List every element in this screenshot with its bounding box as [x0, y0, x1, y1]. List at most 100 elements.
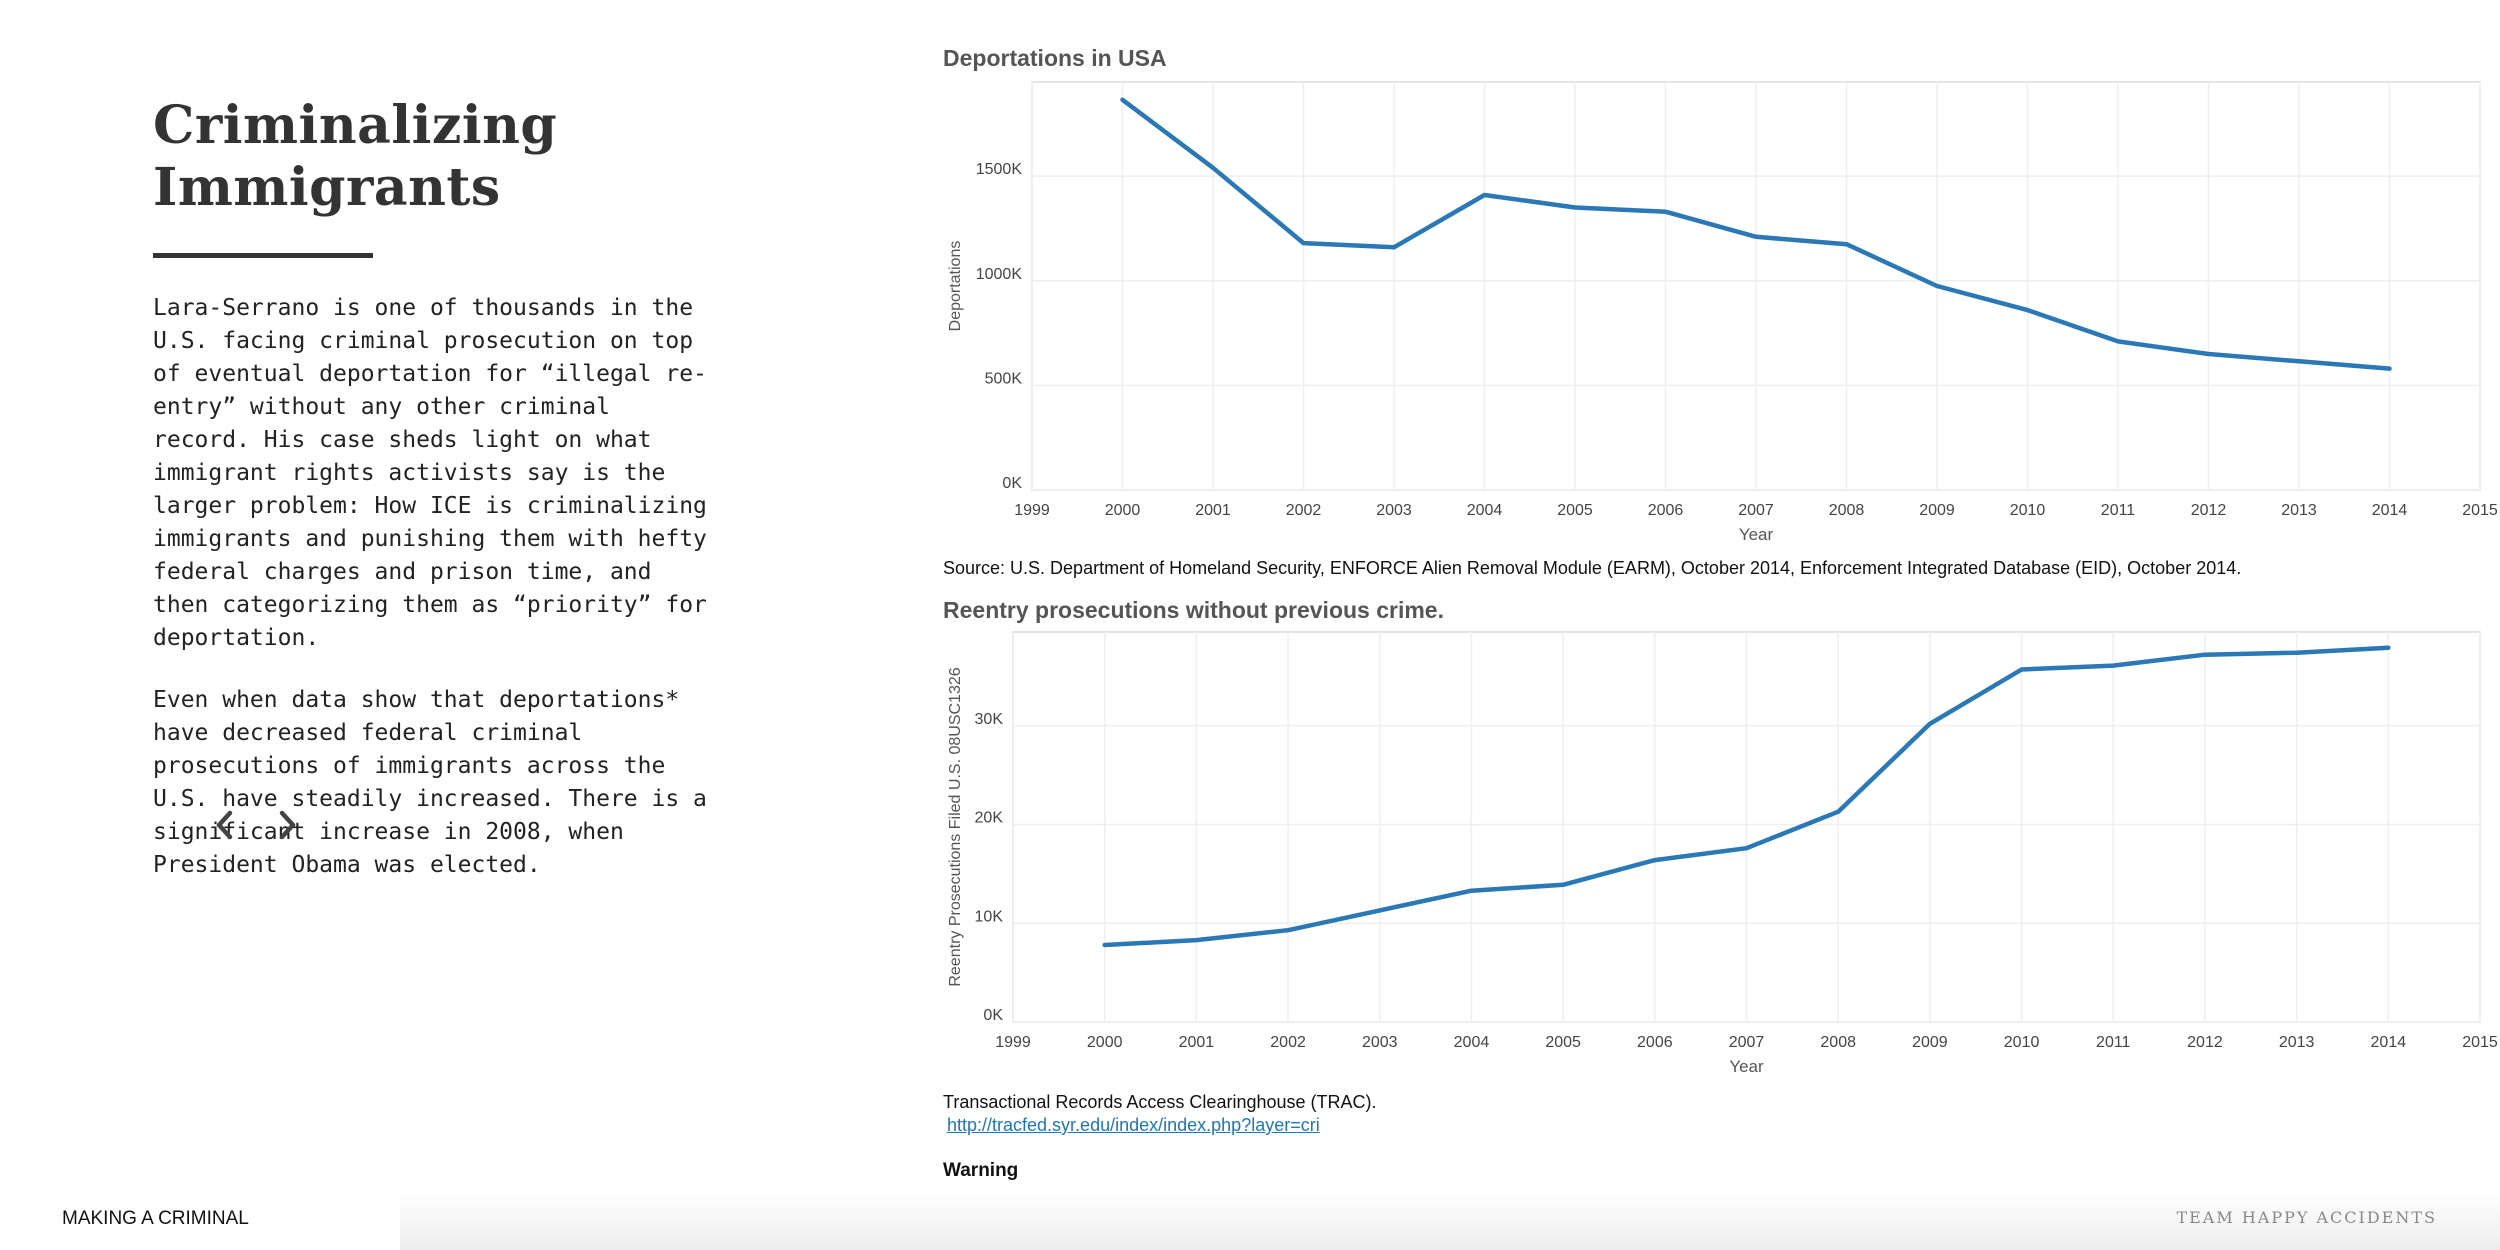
x-tick-label: 2000 — [1105, 502, 1141, 519]
data-point — [2202, 652, 2207, 657]
x-tick-label: 2009 — [1912, 1034, 1948, 1051]
data-point — [1120, 97, 1125, 102]
chart-2-source: Transactional Records Access Clearinghou… — [943, 1092, 1377, 1112]
data-point — [1927, 721, 1932, 726]
data-point — [1392, 245, 1396, 250]
data-point — [1286, 928, 1291, 933]
data-point — [2019, 667, 2024, 672]
x-tick-label: 2011 — [2101, 502, 2136, 519]
footer-shadow — [400, 1190, 2500, 1250]
x-tick-label: 2006 — [1648, 502, 1684, 519]
x-tick-label: 1999 — [995, 1034, 1031, 1051]
x-axis-title: Year — [1739, 525, 1774, 544]
x-tick-label: 2013 — [2279, 1034, 2315, 1051]
next-button[interactable] — [267, 805, 307, 845]
data-point — [2386, 645, 2391, 650]
data-point — [2111, 663, 2116, 668]
y-tick-label: 1500K — [976, 161, 1023, 178]
x-tick-label: 2009 — [1919, 502, 1955, 519]
x-tick-label: 1999 — [1014, 502, 1050, 519]
x-tick-label: 2001 — [1179, 1034, 1215, 1051]
data-point — [1102, 942, 1107, 947]
data-point — [1836, 809, 1841, 814]
chevron-right-icon — [279, 810, 296, 840]
data-point — [1744, 846, 1749, 851]
deportations-chart: 1999 2000 2001 2002 2003 2004 2005 2006 2007 2008… — [947, 81, 2498, 544]
x-tick-label: 2005 — [1557, 502, 1593, 519]
data-point — [1844, 242, 1849, 247]
data-point — [1377, 908, 1382, 913]
chart-1-source: Source: U.S. Department of Homeland Secu… — [943, 558, 2242, 578]
paragraph-2: Even when data show that deportations* h… — [153, 687, 707, 878]
x-tick-label: 2012 — [2187, 1034, 2223, 1051]
x-tick-label: 2015 — [2462, 1034, 2498, 1051]
x-tick-label: 2010 — [2010, 502, 2046, 519]
y-axis-title: Deportations — [947, 241, 964, 332]
chevron-left-icon — [216, 810, 233, 840]
x-tick-label: 2012 — [2191, 502, 2227, 519]
x-tick-label: 2013 — [2281, 502, 2317, 519]
x-tick-label: 2008 — [1829, 502, 1865, 519]
data-point — [1194, 938, 1199, 943]
data-point — [1482, 192, 1487, 197]
x-tick-label: 2011 — [2096, 1034, 2131, 1051]
x-tick-label: 2000 — [1087, 1034, 1123, 1051]
x-tick-label: 2001 — [1195, 502, 1231, 519]
data-point — [1301, 241, 1306, 246]
site-name[interactable]: MAKING A CRIMINAL — [62, 1208, 249, 1229]
x-tick-label: 2014 — [2371, 1034, 2407, 1051]
data-point — [2387, 366, 2392, 371]
x-tick-label: 2002 — [1270, 1034, 1306, 1051]
title-line-1: Criminalizing — [153, 95, 558, 156]
x-tick-label: 2015 — [2462, 502, 2498, 519]
slide-navigation — [205, 805, 307, 845]
x-tick-label: 2003 — [1376, 502, 1412, 519]
x-tick-label: 2010 — [2004, 1034, 2040, 1051]
x-axis-title: Year — [1729, 1057, 1764, 1076]
x-tick-label: 2007 — [1738, 502, 1774, 519]
y-tick-label: 500K — [985, 370, 1023, 387]
data-point — [1935, 284, 1939, 288]
x-tick-label: 2005 — [1545, 1034, 1581, 1051]
data-point — [1211, 165, 1215, 170]
title-line-2: Immigrants — [153, 157, 501, 218]
data-point — [2116, 339, 2120, 344]
data-point — [2025, 308, 2030, 313]
prev-button[interactable] — [205, 805, 245, 845]
data-point — [2297, 359, 2301, 364]
x-tick-label: 2014 — [2372, 502, 2408, 519]
x-tick-label: 2002 — [1286, 502, 1322, 519]
x-tick-label: 2007 — [1729, 1034, 1765, 1051]
team-credit: TEAM HAPPY ACCIDENTS — [2176, 1208, 2437, 1227]
data-point — [1652, 858, 1657, 863]
x-tick-label: 2004 — [1454, 1034, 1490, 1051]
data-point — [2206, 352, 2211, 356]
x-tick-label: 2008 — [1820, 1034, 1856, 1051]
x-tick-label: 2006 — [1637, 1034, 1673, 1051]
chart-2-title: Reentry prosecutions without previous cr… — [943, 597, 1444, 623]
data-point — [1754, 234, 1758, 239]
data-point — [1561, 882, 1566, 887]
y-tick-label: 0K — [1002, 475, 1022, 492]
y-tick-label: 20K — [975, 810, 1004, 827]
page-title: Criminalizing Immigrants — [153, 95, 713, 219]
x-tick-label: 2004 — [1467, 502, 1503, 519]
title-divider — [153, 253, 373, 258]
y-tick-label: 10K — [975, 908, 1004, 925]
paragraph-1: Lara-Serrano is one of thousands in the … — [153, 295, 707, 651]
y-tick-label: 30K — [975, 711, 1004, 728]
warning-label: Warning — [943, 1160, 1019, 1181]
data-point — [1573, 205, 1577, 210]
y-axis-title: Reentry Prosecutions Filed U.S. 08USC132… — [947, 667, 964, 986]
reentry-prosecutions-chart: 1999 2000 2001 2002 2003 2004 2005 2006 2007 2008… — [947, 631, 2498, 1076]
chart-1-title: Deportations in USA — [943, 45, 1167, 71]
trac-source-link[interactable]: http://tracfed.syr.edu/index/index.php?l… — [947, 1115, 1320, 1135]
chart-2-block: Reentry prosecutions without previous cr… — [943, 597, 1444, 624]
data-point — [2294, 650, 2299, 655]
chart-2-link-wrap: http://tracfed.syr.edu/index/index.php?l… — [947, 1115, 1320, 1136]
data-point — [1663, 209, 1668, 214]
y-tick-label: 1000K — [976, 266, 1023, 283]
data-point — [1469, 888, 1474, 893]
article-panel: Criminalizing Immigrants Lara-Serrano is… — [153, 95, 713, 882]
y-tick-label: 0K — [983, 1007, 1003, 1024]
